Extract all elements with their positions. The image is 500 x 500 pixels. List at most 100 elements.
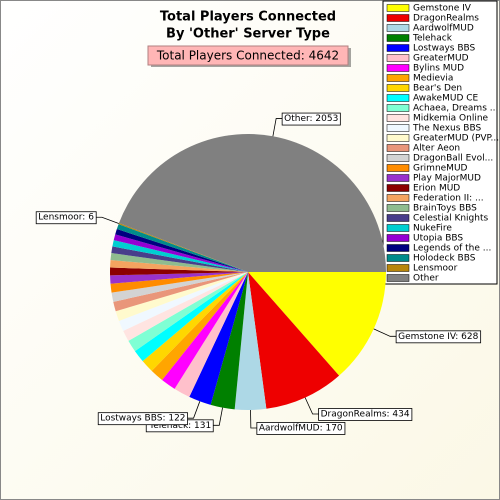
- pie-slice: [115, 229, 249, 272]
- legend-swatch: [386, 4, 410, 12]
- leader-line: [272, 118, 283, 137]
- legend-label: DragonBall Evol...: [413, 154, 493, 164]
- leader-line: [373, 328, 397, 337]
- slice-label: AardwolfMUD: 170: [259, 423, 343, 433]
- legend-swatch: [386, 114, 410, 122]
- chart-subtitle: By 'Other' Server Type: [166, 27, 330, 42]
- slice-label: Lostways BBS: 122: [100, 414, 185, 424]
- slice-label-box: [395, 330, 482, 344]
- pie-slice: [210, 272, 248, 410]
- leader-line: [304, 397, 319, 415]
- legend-swatch: [386, 124, 410, 132]
- legend-label: AardwolfMUD: [413, 24, 474, 34]
- legend-swatch: [386, 104, 410, 112]
- leader-line: [95, 216, 119, 224]
- legend-label: Alter Aeon: [413, 144, 460, 154]
- pie-slice: [113, 272, 248, 312]
- legend-label: Bear's Den: [413, 84, 462, 94]
- legend-swatch: [386, 224, 410, 232]
- legend-label: Medievia: [413, 74, 453, 84]
- legend-label: Play MajorMUD: [413, 174, 481, 184]
- slice-label: Lensmoor: 6: [38, 213, 94, 223]
- legend-swatch: [386, 274, 410, 282]
- pie-slice: [248, 272, 340, 409]
- legend-label: NukeFire: [413, 224, 452, 234]
- pie-slice: [111, 246, 248, 272]
- legend-swatch: [386, 254, 410, 262]
- legend-swatch: [386, 234, 410, 242]
- legend-label: DragonRealms: [413, 14, 479, 24]
- pie-slice: [162, 272, 248, 389]
- legend-label: The Nexus BBS: [412, 124, 481, 134]
- legend-label: Federation II: ...: [413, 194, 484, 204]
- legend-label: Other: [413, 274, 439, 284]
- pie-slice: [189, 272, 248, 405]
- chart-title: Total Players Connected: [160, 10, 336, 25]
- legend-swatch: [386, 134, 410, 142]
- pie-slice: [110, 272, 248, 284]
- pie-slice: [174, 272, 248, 397]
- slice-label-box: [35, 211, 97, 225]
- leader-line: [250, 409, 257, 429]
- slice-label: Gemstone IV: 628: [398, 332, 479, 342]
- pie-slice: [110, 253, 248, 272]
- slice-label-box: [97, 412, 188, 426]
- pie-slice: [134, 272, 248, 362]
- leader-line: [213, 407, 223, 426]
- legend-swatch: [386, 54, 410, 62]
- legend-label: Midkemia Online: [413, 114, 489, 124]
- pie-slice: [112, 240, 248, 272]
- legend-label: GrimneMUD: [413, 164, 468, 174]
- pie-slice: [248, 272, 386, 376]
- pie-slice: [110, 272, 248, 293]
- slice-label: Other: 2053: [284, 114, 338, 124]
- pie-slice: [115, 272, 248, 321]
- total-label: Total Players Connected: 4642: [156, 49, 339, 63]
- leader-line: [187, 401, 201, 419]
- legend-label: BrainToys BBS: [413, 204, 477, 214]
- legend-swatch: [386, 264, 410, 272]
- legend-swatch: [386, 34, 410, 42]
- legend-label: Utopia BBS: [413, 234, 463, 244]
- legend-label: Erion MUD: [413, 184, 460, 194]
- legend-label: Celestial Knights: [413, 214, 489, 224]
- legend-swatch: [386, 84, 410, 92]
- legend-swatch: [386, 194, 410, 202]
- pie-slice: [110, 267, 248, 276]
- legend-swatch: [386, 64, 410, 72]
- pie-slice: [118, 272, 248, 331]
- legend-swatch: [386, 214, 410, 222]
- pie-slice: [116, 224, 248, 272]
- slice-label-box: [318, 408, 413, 421]
- legend-swatch: [386, 184, 410, 192]
- pie-slice: [111, 272, 249, 302]
- legend-swatch: [386, 174, 410, 182]
- legend-label: GreaterMUD (PVP...: [413, 134, 499, 144]
- legend-label: Holodeck BBS: [413, 254, 476, 264]
- pie-slice: [142, 272, 248, 371]
- legend-label: Achaea, Dreams ...: [413, 104, 498, 114]
- legend-label: Lensmoor: [413, 264, 458, 274]
- legend-label: AwakeMUD CE: [413, 94, 479, 104]
- pie-slice: [151, 272, 248, 380]
- legend-swatch: [386, 244, 410, 252]
- legend-swatch: [386, 164, 410, 172]
- pie-slice: [118, 134, 386, 272]
- slice-label: DragonRealms: 434: [321, 409, 410, 419]
- slice-label-box: [281, 112, 341, 126]
- legend-label: Legends of the ...: [413, 244, 491, 254]
- total-box: [147, 45, 349, 66]
- legend-swatch: [386, 24, 410, 32]
- pie-slice: [113, 234, 249, 272]
- legend-label: Telehack: [412, 34, 453, 44]
- legend-swatch: [386, 204, 410, 212]
- pie-slice: [110, 260, 248, 272]
- legend-label: Lostways BBS: [413, 44, 476, 54]
- pie-slice: [234, 272, 267, 411]
- legend-swatch: [386, 94, 410, 102]
- pie-slice: [123, 272, 248, 341]
- legend-swatch: [386, 144, 410, 152]
- legend-swatch: [386, 154, 410, 162]
- slice-label-box: [256, 422, 346, 435]
